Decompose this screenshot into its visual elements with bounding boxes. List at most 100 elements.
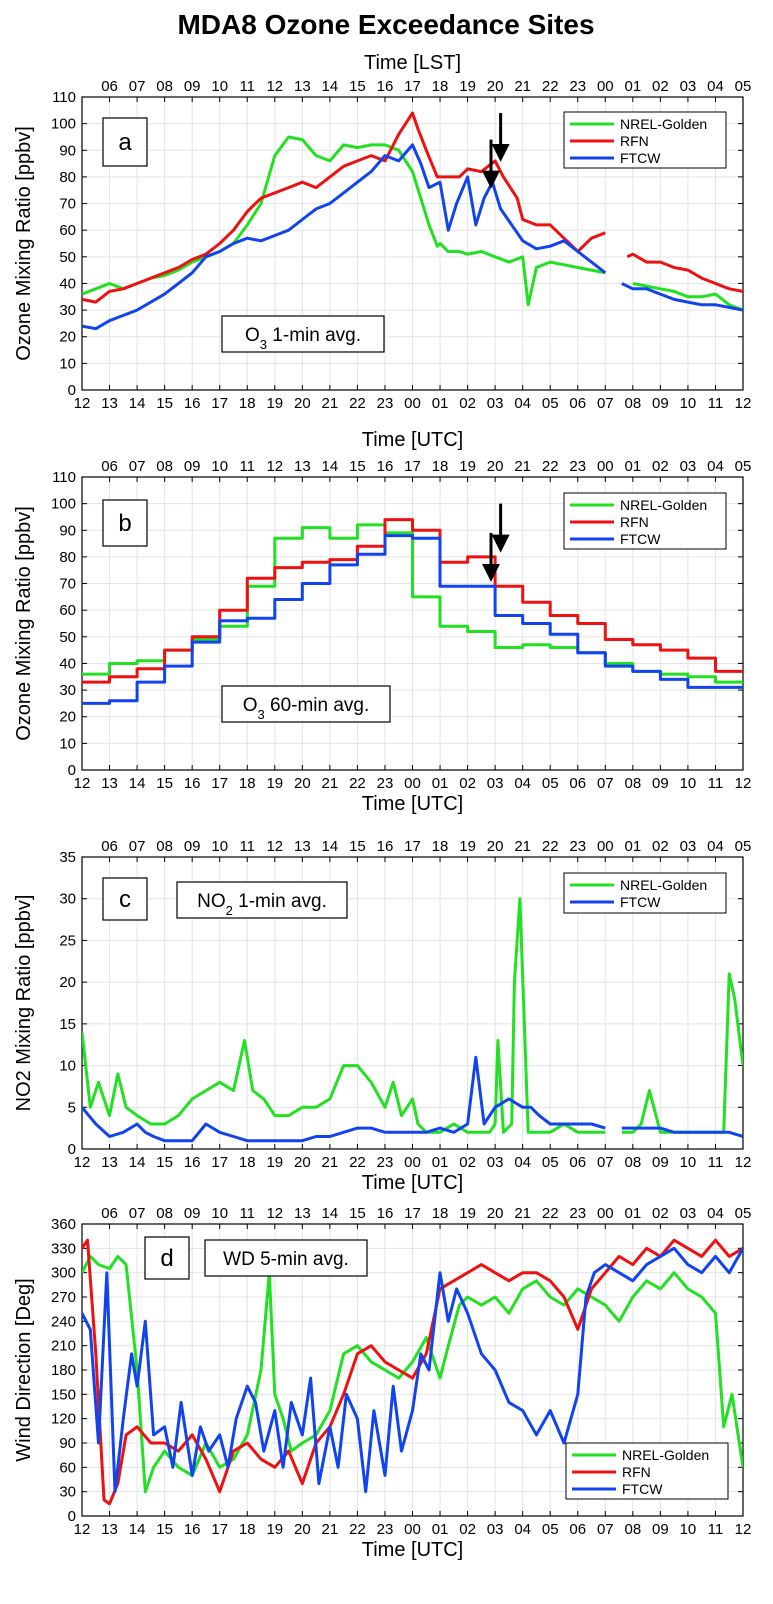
top-tick-label: 21 [514, 838, 531, 855]
top-tick-label: 05 [735, 838, 752, 855]
annotation-text: O3 1-min avg. [245, 325, 361, 352]
top-tick-label: 18 [432, 1205, 449, 1222]
top-tick-label: 11 [239, 458, 255, 475]
panel-tag: d [160, 1245, 173, 1272]
top-tick-label: 23 [569, 78, 586, 95]
y-tick-label: 90 [59, 142, 76, 159]
annotation-species: NO [197, 891, 226, 912]
top-tick-label: 16 [377, 458, 394, 475]
top-tick-label: 11 [239, 78, 255, 95]
x-tick-label: 01 [432, 1521, 449, 1538]
annotation-rest: 60-min avg. [265, 695, 370, 716]
x-tick-label: 21 [322, 1521, 339, 1538]
x-tick-label: 14 [129, 775, 146, 792]
legend-label: NREL-Golden [620, 877, 707, 893]
annotation-box [221, 315, 385, 353]
x-tick-label: 06 [569, 1154, 586, 1171]
x-tick-label: 09 [652, 1154, 669, 1171]
series-line-ftcw [82, 1246, 743, 1494]
y-tick-label: 15 [59, 1016, 76, 1033]
ticks [81, 856, 744, 1150]
x-tick-label: 00 [404, 1521, 421, 1538]
x-axis-label: Time [UTC] [362, 429, 463, 451]
y-axis-label: Ozone Mixing Ratio [ppbv] [13, 506, 35, 741]
top-tick-label: 04 [707, 458, 724, 475]
legend-label: NREL-Golden [620, 497, 707, 513]
x-tick-label: 05 [542, 1521, 559, 1538]
annotation-rest: 1-min avg. [267, 325, 361, 346]
top-tick-label: 03 [680, 1205, 697, 1222]
y-tick-label: 10 [59, 735, 76, 752]
x-tick-label: 11 [708, 775, 724, 792]
y-tick-label: 10 [59, 355, 76, 372]
y-tick-label: 50 [59, 249, 76, 266]
y-tick-label: 110 [52, 89, 76, 106]
y-tick-label: 30 [59, 1484, 76, 1501]
x-tick-label: 06 [569, 1521, 586, 1538]
x-tick-label: 10 [680, 775, 697, 792]
annotation-box [176, 881, 348, 919]
top-tick-label: 02 [652, 458, 669, 475]
x-tick-label: 18 [239, 775, 256, 792]
panel-b: 12 13 14 15 16 17 18 19 20 21 22 23 00 01 02 03 04 05 06 07… [13, 458, 751, 815]
x-tick-label: 04 [514, 395, 531, 412]
legend-label: NREL-Golden [622, 1447, 709, 1463]
top-tick-label: 14 [322, 78, 339, 95]
top-tick-label: 12 [266, 1205, 283, 1222]
x-tick-label: 18 [239, 1154, 256, 1171]
legend-label: FTCW [620, 531, 661, 547]
top-tick-label: 00 [597, 1205, 614, 1222]
top-tick-label: 10 [211, 458, 228, 475]
annotation-species: O [245, 325, 260, 346]
top-tick-label: 20 [487, 458, 504, 475]
x-tick-label: 15 [156, 775, 173, 792]
top-tick-label: 05 [735, 78, 752, 95]
panel-tag-box [102, 877, 148, 921]
top-tick-label: 03 [680, 838, 697, 855]
series-line-ftcw [82, 143, 743, 331]
legend-label: RFN [620, 133, 649, 149]
x-axis-label: Time [UTC] [362, 1539, 463, 1561]
x-tick-label: 23 [377, 395, 394, 412]
x-tick-label: 19 [266, 775, 283, 792]
top-tick-label: 02 [652, 78, 669, 95]
top-tick-label: 10 [211, 1205, 228, 1222]
top-tick-label: 13 [294, 78, 311, 95]
x-tick-label: 05 [542, 395, 559, 412]
y-tick-label: 330 [51, 1240, 76, 1257]
top-tick-label: 16 [377, 78, 394, 95]
annotation-box [221, 685, 391, 723]
x-tick-label: 13 [101, 395, 118, 412]
x-tick-label: 09 [652, 775, 669, 792]
x-tick-label: 12 [74, 1521, 91, 1538]
x-tick-label: 22 [349, 1521, 366, 1538]
x-tick-label: 16 [184, 775, 201, 792]
y-tick-label: 40 [59, 275, 76, 292]
y-tick-label: 0 [68, 1508, 76, 1525]
x-tick-label: 18 [239, 1521, 256, 1538]
x-tick-label: 14 [129, 1521, 146, 1538]
y-tick-label: 35 [59, 849, 76, 866]
top-tick-label: 19 [459, 838, 476, 855]
top-tick-label: 00 [597, 458, 614, 475]
x-tick-label: 06 [569, 775, 586, 792]
panel-tag-box [144, 1236, 190, 1280]
top-tick-label: 18 [432, 838, 449, 855]
top-tick-label: 01 [624, 838, 641, 855]
top-tick-label: 06 [101, 458, 118, 475]
top-tick-label: 07 [129, 458, 146, 475]
x-tick-label: 00 [404, 395, 421, 412]
y-tick-label: 60 [59, 1459, 76, 1476]
panel-tag-box [102, 117, 148, 167]
top-tick-label: 21 [514, 78, 531, 95]
top-tick-label: 06 [101, 78, 118, 95]
x-tick-label: 15 [156, 395, 173, 412]
top-tick-label: 13 [294, 838, 311, 855]
x-tick-label: 12 [74, 1154, 91, 1171]
y-tick-label: 270 [51, 1289, 76, 1306]
x-tick-label: 19 [266, 1521, 283, 1538]
y-tick-label: 110 [52, 469, 76, 486]
x-tick-label: 12 [735, 775, 752, 792]
x-tick-label: 10 [680, 1521, 697, 1538]
